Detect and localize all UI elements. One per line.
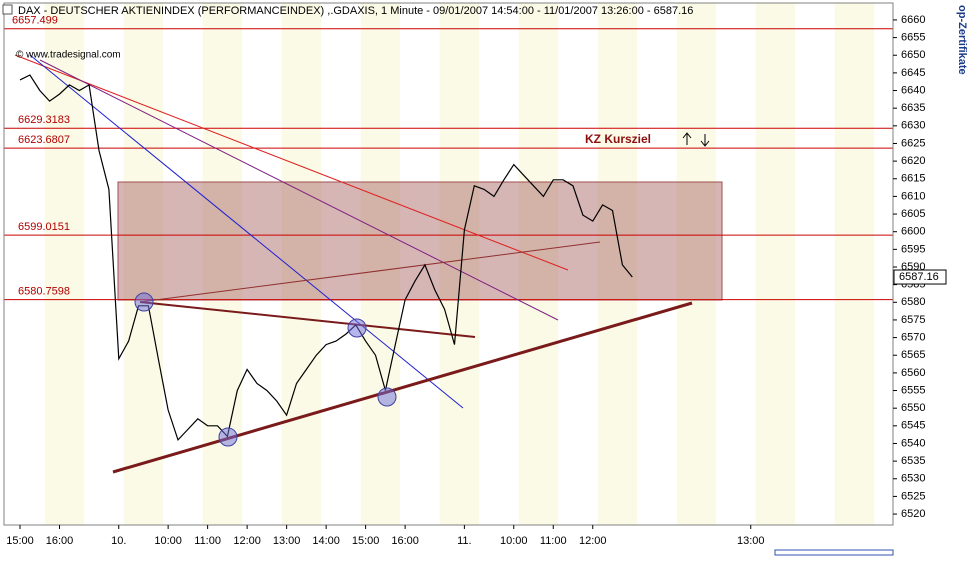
x-tick-label: 13:00 — [737, 535, 765, 547]
stripe — [360, 3, 401, 525]
x-tick-label: 15:00 — [352, 535, 380, 547]
axes: 6520 6525 6530 6535 6540 6545 6550 6555 6560 6565… — [6, 14, 947, 547]
y-tick-label: 6530 — [901, 473, 925, 485]
y-tick-label: 6575 — [901, 314, 925, 326]
level-label: 6580.7598 — [18, 286, 70, 298]
y-tick-label: 6595 — [901, 243, 925, 255]
x-tick-label: 15:00 — [6, 535, 34, 547]
y-tick-label: 6630 — [901, 120, 925, 132]
stripe — [755, 3, 796, 525]
y-tick-label: 6610 — [901, 190, 925, 202]
x-tick-label: 10:00 — [154, 535, 182, 547]
y-tick-label: 6635 — [901, 102, 925, 114]
annotation: KZ Kursziel — [585, 132, 651, 146]
y-tick-label: 6550 — [901, 402, 925, 414]
x-tick-label: 11:00 — [194, 535, 221, 547]
y-tick-label: 6660 — [901, 14, 925, 26]
y-tick-label: 6625 — [901, 137, 925, 149]
x-tick-label: 10:00 — [500, 535, 528, 547]
pivot-marker — [377, 387, 397, 407]
y-tick-label: 6560 — [901, 367, 925, 379]
support-line — [112, 301, 693, 474]
x-tick-label: 11:00 — [540, 535, 567, 547]
y-tick-label: 6615 — [901, 173, 925, 185]
trend-line — [29, 54, 464, 409]
trend-line — [39, 59, 559, 321]
x-tick-label: 12:00 — [233, 535, 261, 547]
price-line — [19, 74, 633, 442]
stripe — [834, 3, 875, 525]
level-label: 6657.499 — [12, 15, 58, 27]
y-tick-label: 6545 — [901, 420, 925, 432]
y-tick-label: 6655 — [901, 31, 925, 43]
level-label: 6623.6807 — [18, 134, 70, 146]
stripe — [597, 3, 638, 525]
x-tick-label: 11. — [457, 535, 471, 547]
pivot-marker — [134, 292, 154, 312]
plot — [19, 74, 633, 442]
y-tick-label: 6605 — [901, 208, 925, 220]
y-tick-label: 6555 — [901, 384, 925, 396]
y-tick-label: 6640 — [901, 84, 925, 96]
last-price-label: 6587.16 — [899, 271, 939, 283]
arrow-icons — [682, 132, 710, 147]
x-tick-label: 16:00 — [391, 535, 419, 547]
y-tick-label: 6580 — [901, 296, 925, 308]
y-tick-label: 6525 — [901, 490, 925, 502]
stripe — [123, 3, 164, 525]
trend-line — [139, 241, 601, 303]
stripe — [676, 3, 717, 525]
y-tick-label: 6565 — [901, 349, 925, 361]
last-price-box — [893, 269, 947, 285]
y-tick-label: 6520 — [901, 508, 925, 520]
plot-frame — [3, 2, 894, 526]
x-tick-label: 14:00 — [312, 535, 340, 547]
x-tick-label: 16:00 — [46, 535, 74, 547]
target-zone — [117, 181, 723, 301]
series-icon — [2, 4, 13, 15]
chart-title: DAX - DEUTSCHER AKTIENINDEX (PERFORMANCE… — [18, 5, 693, 17]
y-tick-label: 6600 — [901, 226, 925, 238]
trend-line — [139, 301, 476, 338]
y-tick-label: 6570 — [901, 331, 925, 343]
level-label: 6599.0151 — [18, 221, 70, 233]
y-tick-label: 6540 — [901, 437, 925, 449]
side-panel — [955, 0, 979, 567]
y-tick-label: 6650 — [901, 49, 925, 61]
y-tick-label: 6620 — [901, 155, 925, 167]
pivot-marker — [218, 427, 238, 447]
stripe — [281, 3, 322, 525]
x-tick-label: 12:00 — [579, 535, 607, 547]
watermark: © www.tradesignal.com — [16, 50, 121, 61]
level-label: 6629.3183 — [18, 114, 70, 126]
side-label: op-Zertifikate — [956, 5, 968, 75]
y-tick-label: 6535 — [901, 455, 925, 467]
x-tick-label: 13:00 — [273, 535, 301, 547]
y-tick-label: 6645 — [901, 67, 925, 79]
x-tick-label: 10. — [111, 535, 126, 547]
stripe — [44, 3, 85, 525]
scrollbar[interactable] — [774, 549, 894, 556]
pivot-marker — [347, 318, 367, 338]
trend-line — [14, 54, 569, 271]
